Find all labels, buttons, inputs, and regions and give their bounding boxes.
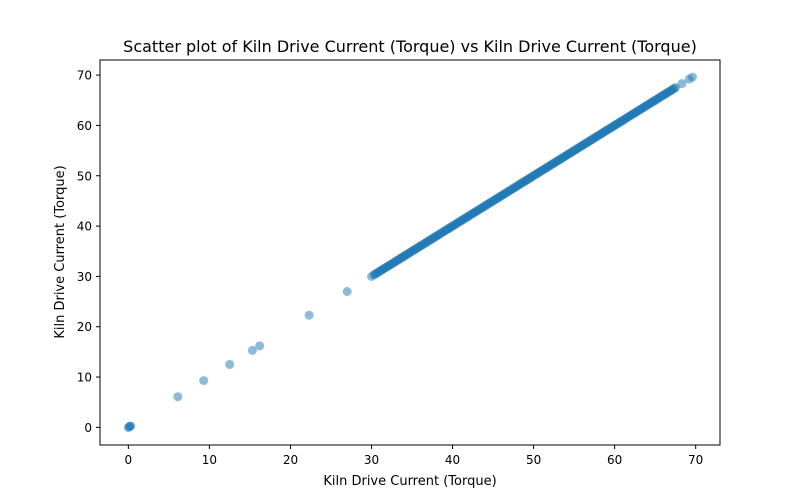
y-tick-label: 40 xyxy=(77,220,92,234)
data-point xyxy=(199,376,209,386)
y-tick-label: 0 xyxy=(84,421,92,435)
chart-title: Scatter plot of Kiln Drive Current (Torq… xyxy=(123,37,697,56)
data-point xyxy=(173,392,183,402)
y-tick-label: 10 xyxy=(77,371,92,385)
x-tick-label: 10 xyxy=(202,453,217,467)
y-tick-label: 30 xyxy=(77,270,92,284)
x-tick-label: 30 xyxy=(364,453,379,467)
y-tick-label: 20 xyxy=(77,320,92,334)
plot-frame xyxy=(99,59,721,446)
data-point xyxy=(367,271,376,281)
x-tick-label: 60 xyxy=(607,453,622,467)
data-point xyxy=(342,287,352,296)
plot-area xyxy=(123,72,697,432)
x-tick-label: 70 xyxy=(688,453,703,467)
data-point xyxy=(255,341,265,351)
data-point xyxy=(677,79,687,89)
data-point xyxy=(247,345,257,355)
x-tick-label: 50 xyxy=(526,453,541,467)
x-axis-label: Kiln Drive Current (Torque) xyxy=(323,474,496,489)
data-point xyxy=(670,83,680,93)
y-axis: 0 10 20 30 40 50 60 70 xyxy=(77,69,100,435)
x-tick-label: 20 xyxy=(283,453,298,467)
y-tick-label: 60 xyxy=(77,119,92,133)
data-point xyxy=(687,72,697,82)
x-axis: 0 10 20 30 40 50 60 70 xyxy=(125,445,703,467)
data-point xyxy=(126,421,136,431)
y-axis-label: Kiln Drive Current (Torque) xyxy=(53,165,68,338)
x-tick-label: 0 xyxy=(125,453,133,467)
y-tick-label: 50 xyxy=(77,169,92,183)
x-tick-label: 40 xyxy=(445,453,460,467)
y-tick-label: 70 xyxy=(77,69,92,83)
data-point xyxy=(225,359,235,369)
data-point xyxy=(304,310,314,320)
